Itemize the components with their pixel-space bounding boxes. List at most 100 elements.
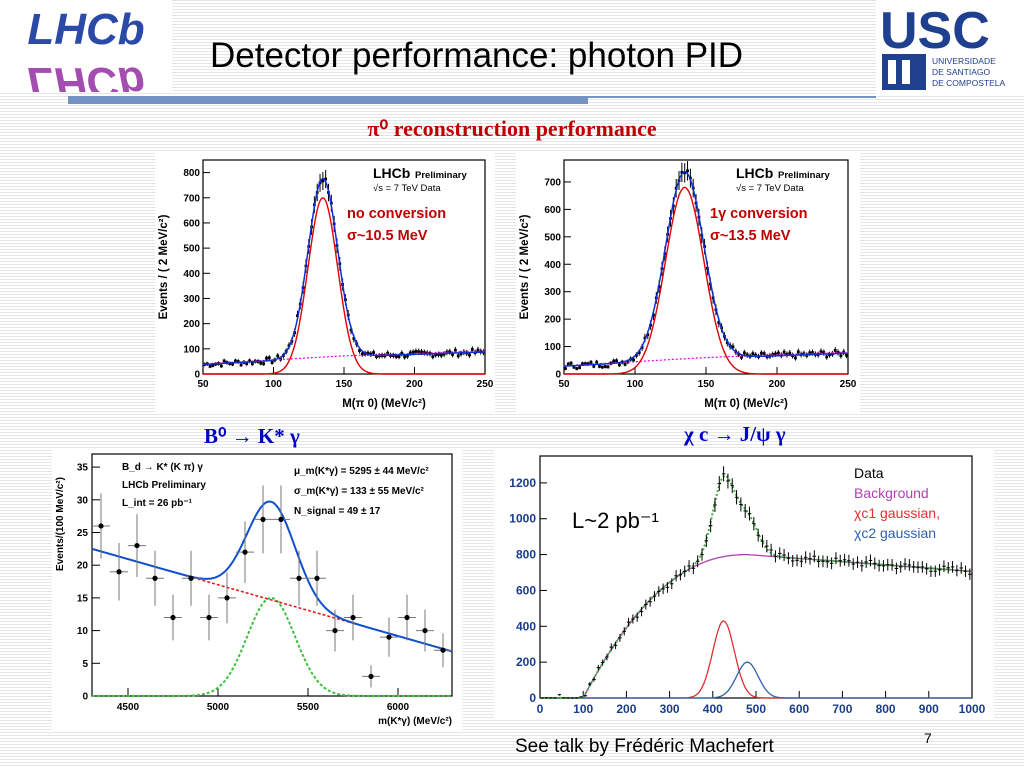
total-fit-curve <box>203 177 485 366</box>
data-point <box>270 361 274 364</box>
data-point <box>170 614 176 621</box>
data-point <box>476 348 480 352</box>
data-point <box>360 352 364 356</box>
title-underline <box>68 96 588 104</box>
data-point <box>796 350 800 354</box>
data-point <box>833 348 837 352</box>
fit-parameter: μ_m(K*γ) = 5295 ± 44 MeV/c² <box>294 466 429 477</box>
data-point <box>211 364 215 367</box>
svg-text:DE SANTIAGO: DE SANTIAGO <box>932 67 990 77</box>
data-point <box>637 351 641 354</box>
data-point <box>98 523 104 529</box>
x-tick-label: 0 <box>537 702 544 716</box>
data-point <box>589 360 593 364</box>
data-point <box>439 353 443 357</box>
y-tick-label: 300 <box>544 287 561 298</box>
annotation-line2: σ~13.5 MeV <box>710 228 791 244</box>
data-point <box>324 177 328 181</box>
x-tick-label: 100 <box>265 379 282 390</box>
data-point <box>265 356 268 360</box>
x-tick-label: 6000 <box>387 702 410 713</box>
x-tick-label: 800 <box>876 702 896 716</box>
y-tick-label: 400 <box>516 619 536 633</box>
data-point <box>206 614 212 621</box>
x-tick-label: 50 <box>558 379 570 390</box>
y-tick-label: 20 <box>77 561 89 572</box>
y-tick-label: 700 <box>183 193 200 204</box>
data-point <box>762 352 766 356</box>
luminosity-tag: L_int = 26 pb⁻¹ <box>122 498 193 509</box>
data-point <box>250 362 254 366</box>
page-number: 7 <box>924 730 932 746</box>
y-tick-label: 5 <box>82 659 88 670</box>
data-point <box>572 365 576 369</box>
data-point <box>788 351 792 355</box>
legend-entry: χc1 gaussian, <box>854 505 940 521</box>
y-tick-label: 200 <box>516 655 536 669</box>
annotation-line1: no conversion <box>347 206 446 222</box>
data-point <box>578 366 582 369</box>
chic2-gaussian-curve <box>540 661 972 699</box>
x-axis-label: m(K*γ) (MeV/c²) <box>378 716 452 727</box>
fit-parameter: N_signal = 49 ± 17 <box>294 506 381 517</box>
data-point <box>569 361 573 365</box>
data-point <box>222 359 226 363</box>
data-point <box>777 351 780 355</box>
lhcb-tag: LHCb <box>736 165 773 181</box>
y-tick-label: 100 <box>544 342 561 353</box>
y-tick-label: 30 <box>77 495 89 506</box>
x-tick-label: 200 <box>769 379 786 390</box>
data-point <box>686 169 689 173</box>
legend-entry: χc2 gaussian <box>854 525 936 541</box>
data-point <box>774 352 777 356</box>
data-point <box>828 353 831 357</box>
data-point <box>386 351 390 355</box>
svg-text:LHCb: LHCb <box>27 58 144 92</box>
x-tick-label: 1000 <box>959 702 986 716</box>
data-point <box>839 354 843 358</box>
data-point <box>451 353 454 356</box>
data-point <box>759 351 763 355</box>
pi0-conversion-plot: 50 100 150 200 250 0 100 200 300 400 500 600 700 M(π … <box>516 152 860 414</box>
y-tick-label: 300 <box>183 294 200 305</box>
signal-fit-curve <box>92 596 452 697</box>
x-tick-label: 600 <box>789 702 809 716</box>
data-point <box>188 575 194 581</box>
lhcb-logo: LHCb LHCb <box>0 0 172 107</box>
data-point <box>386 634 392 640</box>
x-tick-label: 250 <box>477 379 494 390</box>
data-point <box>417 350 421 354</box>
y-axis-label: Events / ( 2 MeV/c²) <box>158 214 170 319</box>
data-point <box>366 351 370 355</box>
data-point <box>414 350 418 353</box>
data-point <box>680 170 684 174</box>
data-point <box>321 179 325 183</box>
data-point <box>134 542 140 549</box>
y-tick-label: 200 <box>183 319 200 330</box>
data-point <box>782 350 786 354</box>
chic-jpsi-gamma-plot: 0 100 200 300 400 500 600 700 800 900 1000 0 200 400 6… <box>494 448 994 720</box>
data-point <box>612 359 616 363</box>
energy-tag: √s = 7 TeV Data <box>373 183 441 194</box>
data-point <box>358 349 361 352</box>
data-point <box>350 614 356 621</box>
data-point <box>603 365 607 369</box>
y-tick-label: 200 <box>544 315 561 326</box>
data-point <box>314 575 320 581</box>
data-point <box>456 354 460 358</box>
data-point <box>742 351 746 355</box>
section-heading: π⁰ reconstruction performance <box>367 116 657 141</box>
energy-tag: √s = 7 TeV Data <box>736 183 804 194</box>
data-point <box>592 364 596 368</box>
data-point <box>236 360 240 363</box>
data-point <box>400 351 404 355</box>
x-tick-label: 250 <box>840 379 857 390</box>
data-point <box>617 363 621 367</box>
b0-kstar-gamma-plot: 4500 5000 5500 6000 0 5 10 15 20 25 30 35 m(K*γ) (Me… <box>52 448 462 730</box>
data-point <box>437 353 440 356</box>
annotation-line1: 1γ conversion <box>710 206 808 222</box>
signal-fit-curve <box>564 186 848 375</box>
x-tick-label: 150 <box>698 379 715 390</box>
plot-frame <box>202 159 486 375</box>
slide-title: Detector performance: photon PID <box>210 36 744 75</box>
